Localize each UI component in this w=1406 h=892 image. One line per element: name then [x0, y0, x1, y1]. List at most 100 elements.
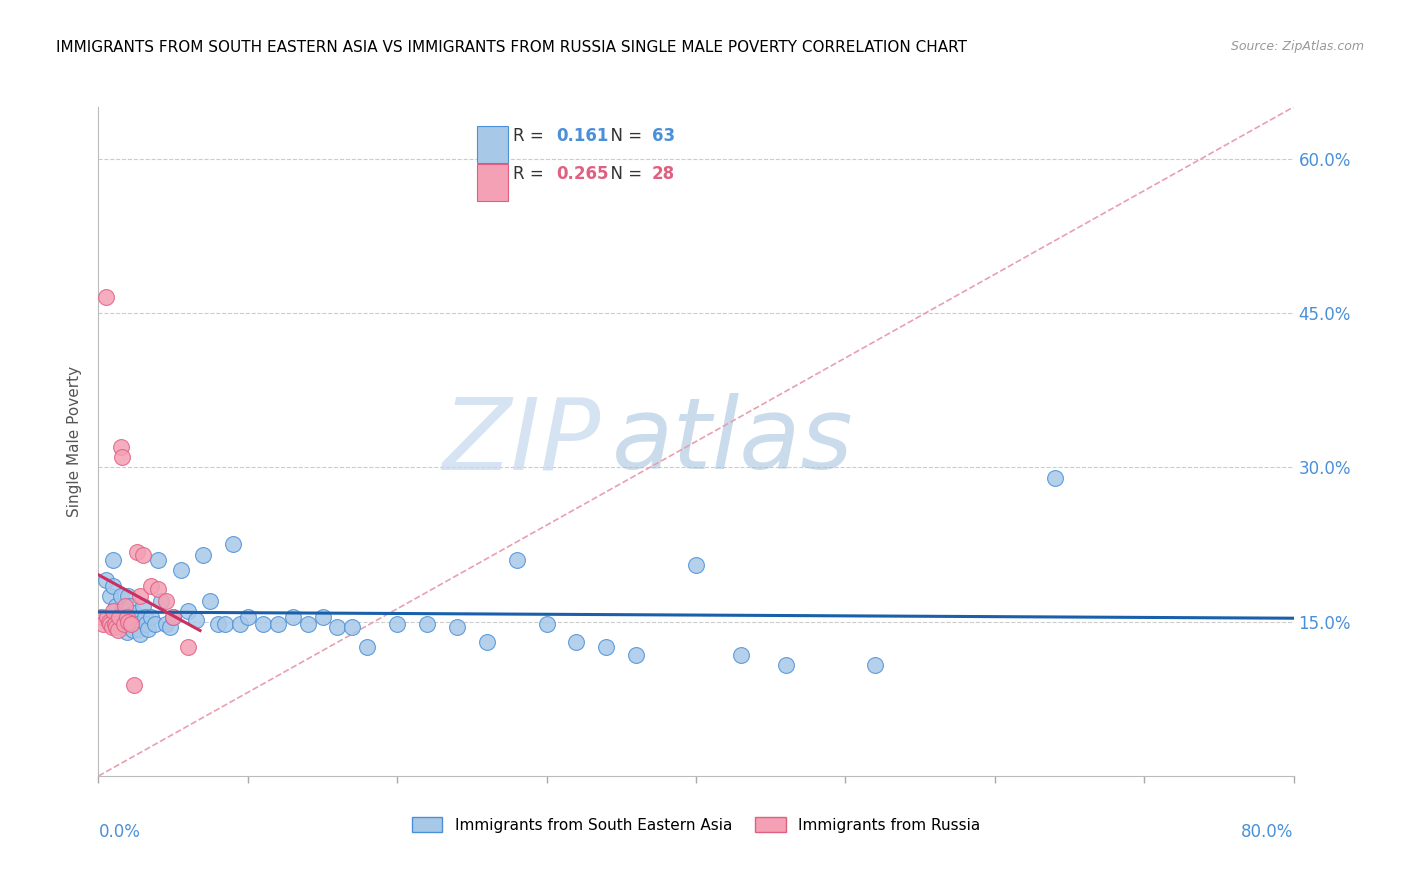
Point: [127, 544, 149, 558]
Point: [267, 616, 290, 631]
Point: [97, 615, 120, 629]
Point: [103, 579, 125, 593]
Point: [115, 624, 138, 639]
Point: [155, 594, 177, 608]
Point: [118, 599, 141, 614]
Point: [139, 579, 162, 593]
Text: 63: 63: [652, 128, 675, 145]
Text: IMMIGRANTS FROM SOUTH EASTERN ASIA VS IMMIGRANTS FROM RUSSIA SINGLE MALE POVERTY: IMMIGRANTS FROM SOUTH EASTERN ASIA VS IM…: [56, 40, 967, 55]
Point: [416, 616, 439, 631]
Point: [311, 609, 333, 624]
Point: [281, 609, 304, 624]
Point: [98, 589, 122, 603]
Point: [139, 609, 162, 624]
Point: [103, 604, 125, 618]
Text: N =: N =: [600, 165, 648, 183]
Point: [110, 589, 132, 603]
Point: [207, 616, 229, 631]
Point: [565, 635, 588, 649]
Text: N =: N =: [600, 128, 648, 145]
Point: [111, 450, 134, 464]
Point: [94, 574, 117, 588]
Point: [200, 594, 222, 608]
Point: [342, 620, 364, 634]
Text: 80.0%: 80.0%: [1241, 822, 1294, 841]
Point: [385, 616, 409, 631]
Y-axis label: Single Male Poverty: Single Male Poverty: [67, 366, 83, 517]
Point: [865, 657, 887, 672]
Point: [110, 440, 132, 454]
Point: [129, 589, 152, 603]
Legend: Immigrants from South Eastern Asia, Immigrants from Russia: Immigrants from South Eastern Asia, Immi…: [406, 811, 986, 838]
Point: [103, 553, 125, 567]
Point: [356, 640, 378, 655]
Point: [120, 616, 142, 631]
Point: [98, 616, 122, 631]
Point: [148, 553, 170, 567]
Point: [143, 616, 166, 631]
Point: [730, 648, 752, 662]
Point: [96, 609, 118, 624]
Point: [124, 678, 146, 692]
Point: [162, 609, 184, 624]
Point: [112, 609, 135, 624]
Point: [184, 613, 207, 627]
Point: [111, 604, 134, 618]
Text: 28: 28: [652, 165, 675, 183]
Point: [1043, 470, 1066, 484]
Point: [117, 589, 139, 603]
Point: [112, 616, 135, 631]
Point: [107, 623, 129, 637]
Point: [177, 604, 200, 618]
Point: [117, 615, 139, 629]
Point: [134, 609, 156, 624]
Point: [595, 640, 617, 655]
Point: [132, 599, 155, 614]
FancyBboxPatch shape: [477, 164, 509, 201]
Point: [105, 620, 128, 634]
Point: [136, 622, 159, 636]
Text: ZIP: ZIP: [441, 393, 600, 490]
Point: [191, 548, 214, 562]
Point: [236, 609, 259, 624]
Point: [129, 627, 152, 641]
Point: [159, 620, 181, 634]
Point: [120, 616, 142, 631]
Point: [214, 616, 236, 631]
Point: [121, 623, 143, 637]
Text: 0.0%: 0.0%: [98, 822, 141, 841]
Point: [155, 616, 177, 631]
Text: 0.161: 0.161: [557, 128, 609, 145]
Point: [326, 620, 349, 634]
Point: [101, 620, 124, 634]
Point: [150, 594, 173, 608]
Point: [222, 537, 245, 551]
FancyBboxPatch shape: [477, 126, 509, 162]
Text: R =: R =: [513, 128, 550, 145]
Point: [169, 563, 191, 577]
Text: Source: ZipAtlas.com: Source: ZipAtlas.com: [1230, 40, 1364, 54]
Point: [177, 640, 200, 655]
Point: [229, 616, 252, 631]
Point: [475, 635, 498, 649]
Point: [104, 616, 127, 631]
Point: [775, 657, 797, 672]
Point: [94, 290, 117, 304]
Point: [128, 622, 150, 636]
Point: [626, 648, 648, 662]
Point: [162, 609, 184, 624]
Point: [91, 616, 114, 631]
Point: [124, 607, 146, 621]
Text: 0.265: 0.265: [557, 165, 609, 183]
Point: [148, 582, 170, 596]
Point: [125, 613, 148, 627]
Point: [114, 599, 136, 614]
Point: [297, 616, 319, 631]
Point: [252, 616, 274, 631]
Text: R =: R =: [513, 165, 550, 183]
Point: [108, 609, 131, 624]
Point: [132, 548, 155, 562]
Point: [135, 616, 157, 631]
Point: [114, 620, 136, 634]
Text: atlas: atlas: [613, 393, 853, 490]
